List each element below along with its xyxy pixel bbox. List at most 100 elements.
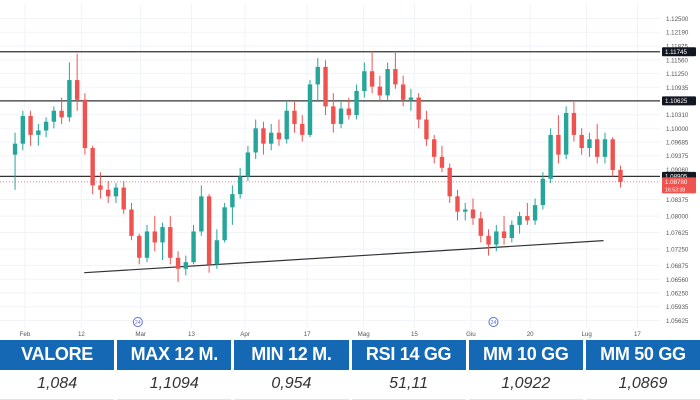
candle bbox=[237, 167, 243, 199]
candle-body bbox=[36, 130, 41, 135]
candle-body bbox=[338, 108, 344, 124]
last-price-time: 16:53:38 bbox=[665, 187, 685, 193]
candle-body bbox=[74, 80, 80, 100]
price-chart: 1.12500 1.12190 1.11875 1.11560 1.11250 1.109… bbox=[0, 4, 696, 338]
event-marker-label: 24 bbox=[491, 320, 497, 326]
candle-body bbox=[183, 262, 189, 269]
candle bbox=[12, 132, 18, 190]
candle bbox=[377, 75, 383, 102]
trendline-group bbox=[84, 240, 604, 274]
candle-body bbox=[292, 110, 297, 124]
candle-body bbox=[300, 123, 305, 135]
candle-body bbox=[245, 152, 251, 177]
candle-body bbox=[517, 216, 522, 225]
candle bbox=[478, 211, 483, 243]
stat-mm-10gg: MM 10 GG 1,0922 bbox=[468, 340, 583, 400]
y-tick-label: 1.11875 bbox=[666, 44, 688, 51]
stat-valore: VALORE 1,084 bbox=[0, 340, 115, 400]
candle-body bbox=[525, 216, 530, 221]
candle-body bbox=[594, 139, 600, 157]
level-tag: 1.10625 bbox=[662, 96, 696, 106]
last-price-tag-bg bbox=[662, 177, 696, 194]
x-tick-label: 12 bbox=[78, 331, 85, 338]
candle bbox=[276, 119, 282, 146]
candle bbox=[105, 180, 111, 203]
candle-body bbox=[113, 187, 119, 197]
y-tick-label: 1.11250 bbox=[666, 71, 688, 78]
candle bbox=[579, 128, 584, 155]
event-marker-circle bbox=[488, 317, 499, 327]
candle-body bbox=[532, 205, 538, 221]
candle-body bbox=[377, 86, 383, 96]
candle-body bbox=[416, 97, 421, 120]
candle bbox=[447, 163, 452, 203]
candle-body bbox=[284, 110, 289, 140]
candle bbox=[43, 117, 49, 138]
candle bbox=[222, 202, 227, 243]
stat-header: VALORE bbox=[0, 340, 115, 370]
candle bbox=[292, 101, 297, 133]
candle bbox=[587, 132, 592, 157]
candle-body bbox=[268, 132, 274, 144]
level-tag-bg bbox=[662, 47, 696, 57]
candle bbox=[610, 137, 615, 177]
y-tick-label: 1.06560 bbox=[666, 277, 689, 284]
candle-body bbox=[463, 209, 468, 212]
candle bbox=[245, 145, 251, 181]
candle bbox=[455, 189, 460, 221]
candle bbox=[144, 224, 150, 263]
candle-body bbox=[315, 66, 320, 85]
trendline bbox=[84, 240, 604, 274]
candle-body bbox=[144, 231, 150, 258]
candle bbox=[121, 180, 126, 214]
stat-header: MM 50 GG bbox=[585, 340, 700, 370]
candle bbox=[354, 84, 359, 120]
candle-body bbox=[424, 119, 429, 140]
stat-header: MAX 12 M. bbox=[117, 340, 232, 370]
candle bbox=[424, 110, 429, 146]
candle-body bbox=[369, 71, 375, 87]
stat-value: 0,954 bbox=[234, 370, 349, 400]
candle bbox=[408, 88, 414, 111]
candle-body bbox=[323, 66, 328, 107]
candle bbox=[214, 229, 220, 269]
candle-body bbox=[385, 69, 390, 96]
candle bbox=[556, 115, 561, 164]
x-tick-label: Lug bbox=[581, 331, 592, 338]
candle bbox=[618, 165, 623, 188]
y-tick-label: 1.12500 bbox=[666, 16, 689, 23]
level-tag-bg bbox=[662, 96, 696, 106]
stat-header: MIN 12 M. bbox=[234, 340, 349, 370]
stat-value: 1,084 bbox=[0, 370, 115, 400]
candle-body bbox=[346, 108, 352, 116]
candle bbox=[548, 128, 553, 184]
stat-max-12m: MAX 12 M. 1,1094 bbox=[117, 340, 232, 400]
candle bbox=[525, 202, 530, 225]
candle bbox=[470, 198, 476, 225]
candle-body bbox=[455, 196, 460, 212]
candle-body bbox=[51, 110, 57, 122]
candle bbox=[563, 106, 569, 160]
y-tick-label: 1.06875 bbox=[666, 263, 689, 270]
candle bbox=[51, 106, 57, 129]
candle bbox=[261, 121, 266, 155]
candle-body bbox=[556, 134, 561, 155]
x-tick-label: 17 bbox=[304, 331, 311, 338]
level-tag-label: 1.08905 bbox=[665, 174, 688, 181]
candle bbox=[385, 62, 390, 100]
candle-body bbox=[253, 128, 258, 153]
candle bbox=[168, 216, 173, 265]
stat-value: 51,11 bbox=[351, 370, 466, 400]
candle bbox=[393, 51, 398, 89]
candle bbox=[323, 60, 328, 116]
stat-value: 1,1094 bbox=[117, 370, 232, 400]
stat-mm-50gg: MM 50 GG 1,0869 bbox=[585, 340, 700, 400]
candle-body bbox=[587, 139, 592, 149]
candle-body bbox=[105, 189, 111, 197]
candle bbox=[284, 101, 289, 144]
stat-value: 1,0922 bbox=[468, 370, 583, 400]
candle bbox=[307, 80, 313, 138]
candle bbox=[331, 93, 336, 133]
